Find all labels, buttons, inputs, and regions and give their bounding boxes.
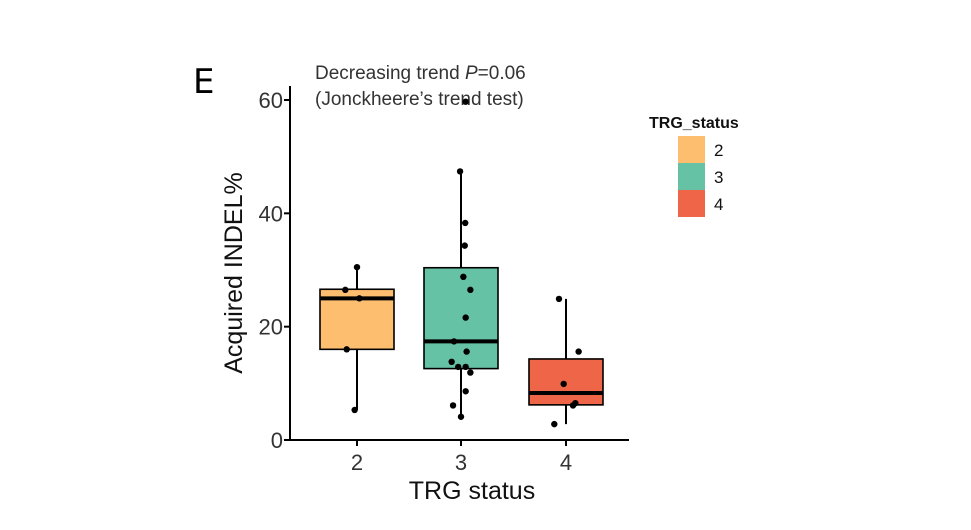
box-3 [423, 171, 499, 417]
data-point [555, 295, 563, 303]
y-ticks: 0 20 40 60 [259, 88, 290, 453]
box-body [423, 266, 499, 370]
data-point [454, 363, 462, 371]
data-point [575, 348, 582, 355]
data-point [448, 358, 455, 365]
data-point [449, 402, 457, 409]
y-tick-label: 0 [271, 428, 283, 453]
legend-label-2: 2 [714, 141, 723, 160]
x-axis-title: TRG status [409, 477, 535, 505]
trend-annotation-prefix: Decreasing trend [315, 63, 465, 84]
data-point [462, 388, 469, 395]
legend-swatch-3 [678, 163, 705, 190]
legend-label-3: 3 [714, 168, 723, 187]
data-point [457, 413, 465, 420]
y-axis-title: Acquired INDEL% [220, 172, 248, 373]
data-point [463, 348, 470, 355]
x-ticks: 2 3 4 [351, 440, 572, 475]
data-point [353, 263, 361, 271]
data-point [351, 406, 358, 414]
data-point [356, 295, 363, 302]
data-point [462, 363, 469, 371]
boxes [319, 171, 604, 425]
data-point [462, 98, 469, 105]
data-point [467, 369, 474, 376]
trend-annotation-line2: (Jonckheere’s trend test) [315, 89, 524, 110]
x-tick-label: 2 [351, 450, 363, 475]
data-point [462, 314, 469, 321]
data-point [456, 168, 464, 175]
data-point [551, 420, 558, 428]
legend-swatch-4 [678, 190, 705, 217]
data-point [560, 380, 567, 388]
legend-swatch-2 [678, 136, 705, 163]
legend: TRG_status 2 3 4 [649, 115, 739, 217]
data-point [460, 273, 467, 280]
y-tick-label: 60 [259, 88, 283, 113]
x-tick-label: 3 [455, 450, 467, 475]
x-tick-label: 4 [560, 450, 572, 475]
data-point [461, 242, 468, 249]
data-point [343, 346, 350, 353]
legend-title: TRG_status [649, 115, 739, 132]
data-point [569, 402, 577, 409]
box-2 [319, 267, 395, 410]
panel-label: E [193, 62, 214, 102]
trend-annotation-p: P [465, 63, 478, 84]
trend-annotation-value: =0.06 [478, 63, 526, 84]
y-tick-label: 40 [259, 201, 283, 226]
y-tick-label: 20 [259, 315, 283, 340]
data-point [342, 286, 349, 294]
data-point [450, 338, 458, 345]
legend-label-4: 4 [714, 195, 723, 214]
box-4 [528, 298, 604, 425]
data-point [462, 219, 469, 227]
trend-annotation-line1: Decreasing trend P=0.06 [315, 63, 526, 84]
data-point [467, 286, 474, 294]
data-points [342, 98, 582, 428]
legend-entries: 2 3 4 [678, 136, 723, 217]
